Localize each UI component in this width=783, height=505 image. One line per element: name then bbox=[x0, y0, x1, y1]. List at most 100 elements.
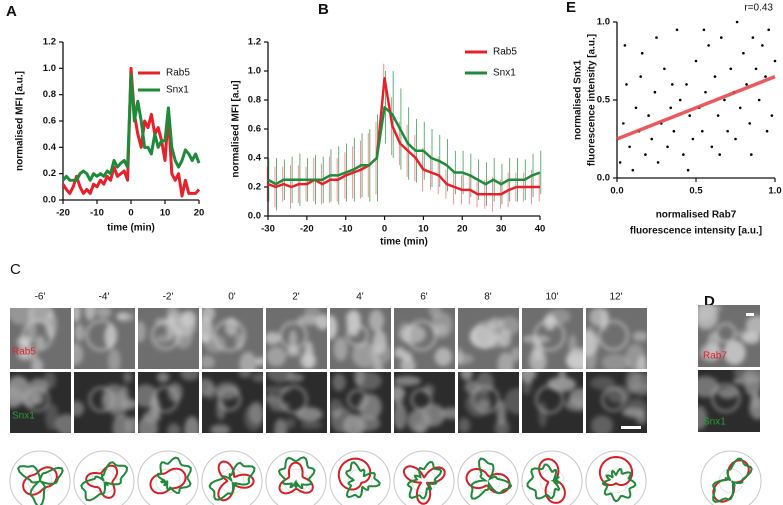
micrograph-content bbox=[74, 308, 135, 369]
scatter-point bbox=[742, 51, 745, 55]
blob-ring bbox=[346, 324, 369, 347]
x-tick-label: -10 bbox=[339, 224, 353, 235]
blob bbox=[138, 321, 146, 343]
blob bbox=[104, 324, 116, 349]
polar-ring bbox=[73, 450, 135, 505]
blob bbox=[288, 329, 298, 354]
blob bbox=[434, 347, 453, 367]
blob bbox=[266, 332, 281, 345]
scatter-point bbox=[751, 36, 755, 39]
blob bbox=[586, 344, 597, 369]
micrograph-content bbox=[10, 308, 57, 369]
blob bbox=[74, 323, 85, 342]
blob bbox=[732, 376, 756, 385]
scatter-point bbox=[704, 90, 707, 94]
x-tick-label: 30 bbox=[496, 224, 507, 235]
y-tick-label: 0.8 bbox=[43, 89, 56, 100]
scatter-point bbox=[655, 36, 658, 39]
blob bbox=[300, 420, 323, 430]
blob bbox=[394, 403, 407, 430]
blob bbox=[332, 373, 346, 392]
blob-ring bbox=[25, 387, 50, 412]
blob bbox=[74, 342, 84, 366]
blob-ring bbox=[213, 319, 246, 352]
micrograph bbox=[522, 372, 583, 433]
y-tick-label: 0.0 bbox=[43, 195, 56, 206]
polar-ring bbox=[329, 450, 391, 505]
blob bbox=[476, 399, 490, 411]
scatter-point bbox=[671, 83, 674, 86]
blob-ring bbox=[85, 319, 118, 352]
micrograph-content bbox=[458, 316, 519, 369]
polar-profile bbox=[712, 457, 753, 503]
blob bbox=[184, 416, 199, 433]
blob-ring bbox=[21, 319, 54, 352]
time-label: 0' bbox=[228, 292, 236, 303]
y-tick-label: 0.2 bbox=[248, 182, 261, 193]
scatter-point bbox=[691, 137, 695, 141]
scatter-point bbox=[675, 28, 679, 32]
x-axis-label: time (min) bbox=[380, 237, 428, 248]
scatter-point bbox=[644, 153, 647, 156]
fit-line bbox=[616, 74, 776, 141]
scatter-point bbox=[726, 129, 729, 133]
blob-ring bbox=[601, 387, 626, 412]
data-line bbox=[61, 73, 201, 182]
blob bbox=[31, 358, 43, 369]
x-tick-label: -20 bbox=[56, 208, 70, 219]
blob bbox=[295, 407, 323, 422]
micrograph-content bbox=[330, 372, 382, 433]
y-tick-label: 0.4 bbox=[43, 142, 57, 153]
time-label: 6' bbox=[420, 292, 428, 303]
panel-letter: C bbox=[10, 261, 21, 278]
blob bbox=[354, 372, 365, 387]
scatter-point bbox=[647, 114, 650, 117]
micrograph-content bbox=[138, 308, 197, 351]
blob bbox=[157, 372, 170, 383]
blob bbox=[498, 328, 512, 348]
blob bbox=[698, 376, 720, 398]
x-tick-label: 0.0 bbox=[610, 186, 623, 197]
scatter-point bbox=[640, 51, 644, 55]
blob-ring bbox=[471, 321, 499, 349]
legend-label: Snx1 bbox=[493, 68, 516, 79]
micrograph bbox=[202, 372, 263, 433]
blob bbox=[723, 340, 746, 365]
y-tick-label: 0.8 bbox=[248, 95, 261, 106]
blob bbox=[394, 385, 406, 401]
micrograph bbox=[698, 370, 760, 432]
polar-ring bbox=[9, 450, 71, 505]
y-tick-label: 0.0 bbox=[597, 173, 610, 184]
blob-ring bbox=[150, 320, 181, 351]
blob bbox=[700, 343, 722, 362]
micrograph bbox=[74, 308, 135, 369]
blob bbox=[300, 353, 317, 369]
x-tick-label: -10 bbox=[90, 208, 104, 219]
blob-ring bbox=[405, 319, 437, 351]
blob bbox=[342, 414, 366, 433]
blob bbox=[123, 372, 133, 383]
scatter-point bbox=[666, 145, 669, 149]
blob bbox=[180, 372, 199, 381]
micrograph bbox=[266, 372, 327, 433]
blob bbox=[155, 334, 170, 344]
scatter-point bbox=[767, 28, 770, 32]
blob bbox=[717, 386, 738, 399]
blob bbox=[252, 372, 263, 383]
y-tick-label: 0.4 bbox=[248, 153, 262, 164]
polar-ring bbox=[155, 468, 181, 494]
x-tick-label: 10 bbox=[418, 224, 429, 235]
blob bbox=[315, 314, 327, 330]
scatter-point bbox=[622, 122, 625, 125]
x-tick-label: 40 bbox=[535, 224, 546, 235]
row-label: Rab7 bbox=[703, 351, 727, 362]
blob bbox=[590, 415, 614, 433]
blob bbox=[428, 308, 441, 319]
micrograph-content bbox=[586, 308, 647, 369]
blob-ring bbox=[88, 386, 115, 413]
scatter-point bbox=[639, 75, 642, 78]
scatter-point bbox=[713, 75, 717, 78]
scatter-point bbox=[738, 106, 742, 110]
blob bbox=[601, 353, 630, 369]
scatter-point bbox=[735, 20, 739, 24]
